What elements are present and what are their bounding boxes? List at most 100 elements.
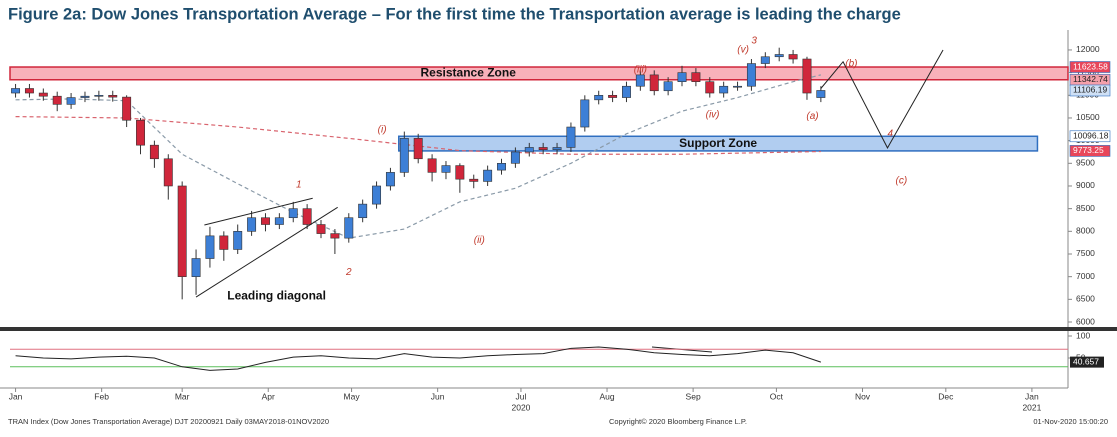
- candle-body: [510, 151, 520, 164]
- zone-label: Resistance Zone: [421, 66, 517, 80]
- candle-body: [524, 147, 534, 153]
- candle-body: [219, 235, 229, 250]
- candle-body: [274, 217, 284, 225]
- candle-body: [497, 163, 506, 171]
- x-tick-label: Apr: [262, 391, 275, 401]
- candle-body: [760, 56, 770, 64]
- candle-body: [177, 185, 187, 277]
- y-tick-label: 9500: [1076, 158, 1095, 168]
- annotation: (v): [737, 45, 749, 56]
- zone-label: Support Zone: [679, 136, 757, 150]
- x-tick-label: Aug: [599, 391, 614, 401]
- candle-body: [52, 95, 62, 105]
- y-tick-label: 10500: [1076, 112, 1100, 122]
- wedge-line: [204, 197, 313, 226]
- annotation: (iv): [706, 109, 720, 120]
- price-label: 9773.25: [1073, 145, 1104, 155]
- candle-body: [538, 147, 548, 151]
- candle-body: [413, 138, 423, 160]
- candle-body: [746, 63, 756, 87]
- x-tick-label: Oct: [770, 391, 784, 401]
- annotation: (c): [896, 176, 908, 187]
- candle-body: [163, 158, 173, 187]
- candle-body: [66, 97, 76, 105]
- price-label-box: [1069, 84, 1111, 97]
- candle-body: [816, 90, 826, 98]
- candle-body: [427, 158, 437, 173]
- rsi-last-label: 40.657: [1073, 356, 1099, 366]
- candle-body: [774, 54, 784, 58]
- candle-body: [288, 208, 298, 219]
- candle-body: [302, 208, 312, 225]
- price-label-box: [1069, 61, 1111, 73]
- candle-body: [788, 54, 798, 60]
- price-label: 11623.58: [1073, 61, 1108, 71]
- annotation: (a): [806, 111, 818, 122]
- moving-average: [15, 74, 821, 239]
- footer-right: 01-Nov-2020 15:00:20: [1033, 417, 1108, 426]
- candle-body: [108, 94, 118, 98]
- annotation: (i): [378, 124, 387, 135]
- annotation: (iii): [634, 65, 647, 76]
- candle-body: [372, 185, 382, 205]
- candle-body: [635, 74, 645, 87]
- y-tick-label: 12000: [1076, 44, 1100, 54]
- price-label: 11342.74: [1073, 74, 1108, 84]
- candle-body: [677, 72, 687, 82]
- candle-body: [261, 217, 270, 225]
- year-label: 2020: [511, 402, 530, 412]
- annotation: 2: [345, 267, 352, 278]
- price-label-box: [1069, 130, 1111, 143]
- y-tick-label: 6000: [1076, 316, 1095, 326]
- annotation: Leading diagonal: [227, 288, 326, 302]
- candle-body: [719, 85, 729, 94]
- candle-body: [705, 81, 715, 94]
- candle-body: [608, 94, 618, 98]
- candle-body: [455, 165, 465, 180]
- rsi-last-box: [1070, 356, 1104, 368]
- candle-body: [649, 74, 659, 92]
- y-tick-label: 8000: [1076, 226, 1095, 236]
- candle-body: [733, 85, 743, 88]
- candle-body: [24, 88, 34, 94]
- price-label: 10096.18: [1073, 131, 1109, 141]
- x-tick-label: Feb: [94, 391, 109, 401]
- zone: [9, 66, 1069, 81]
- y-tick-label: 6500: [1076, 294, 1095, 304]
- annotation: 3: [751, 36, 757, 47]
- candle-body: [11, 88, 21, 94]
- x-tick-label: Jun: [431, 391, 445, 401]
- y-tick-label: 8500: [1076, 203, 1095, 213]
- x-tick-label: May: [344, 391, 361, 401]
- x-tick-label: Sep: [686, 391, 701, 401]
- candle-body: [594, 94, 604, 101]
- annotation: (ii): [474, 235, 485, 246]
- candle-body: [205, 235, 215, 259]
- candle-body: [38, 92, 48, 97]
- y-tick-label: 7000: [1076, 271, 1095, 281]
- candle-body: [469, 178, 479, 182]
- projection-line: [820, 49, 944, 149]
- x-tick-label: Dec: [938, 391, 954, 401]
- x-tick-label: Jul: [516, 391, 527, 401]
- candle-body: [802, 58, 812, 94]
- candle-body: [344, 217, 354, 239]
- x-tick-label: Jan: [9, 391, 23, 401]
- candle-body: [441, 165, 451, 173]
- candle-body: [233, 231, 243, 250]
- candle-body: [399, 138, 409, 173]
- candle-body: [580, 99, 590, 128]
- annotation: 1: [296, 180, 302, 191]
- candle-body: [149, 144, 159, 160]
- wedge-line: [195, 206, 338, 298]
- x-tick-label: Mar: [175, 391, 190, 401]
- footer-left: TRAN Index (Dow Jones Transportation Ave…: [8, 417, 329, 426]
- candle-body: [80, 95, 90, 98]
- candle-body: [330, 233, 340, 239]
- candle-body: [552, 147, 562, 151]
- moving-average: [15, 116, 821, 155]
- candle-body: [566, 126, 576, 148]
- chart-title: Figure 2a: Dow Jones Transportation Aver…: [8, 5, 901, 23]
- candle-body: [122, 96, 132, 121]
